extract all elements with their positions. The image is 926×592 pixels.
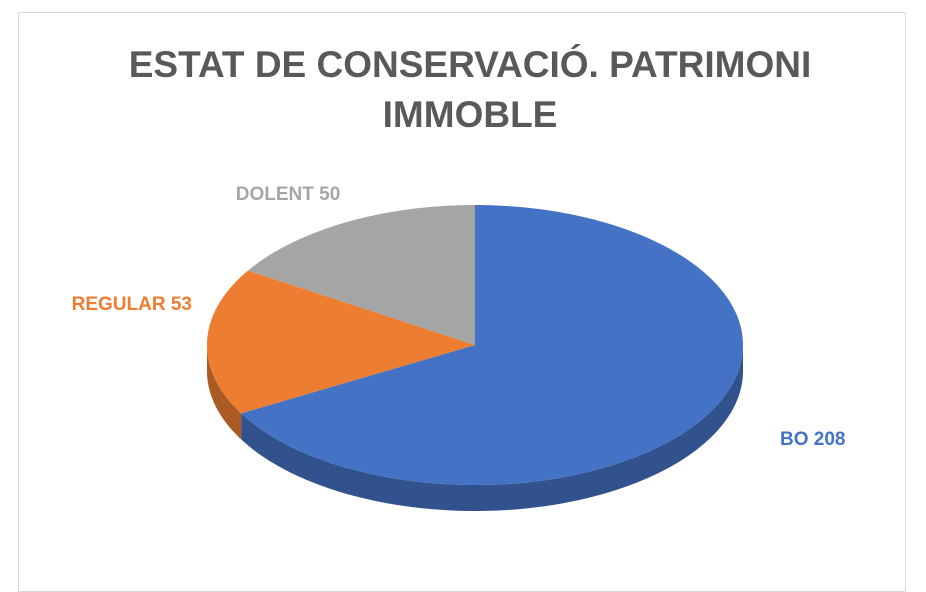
pie-slice [207,270,475,440]
slice-top [241,205,743,485]
data-label: DOLENT 50 [236,184,341,205]
slice-top [207,270,475,414]
label-value: 208 [814,429,846,450]
label-value: 53 [171,294,192,315]
chart-title: ESTAT DE CONSERVACIÓ. PATRIMONI IMMOBLE [128,44,812,135]
data-label: REGULAR 53 [72,294,192,315]
page: {"chart_data": {"type": "pie", "title": … [18,12,906,592]
label-category: BO [780,429,809,450]
label-category: DOLENT [236,184,315,205]
slice-side [241,345,744,511]
label-value: 50 [319,184,340,205]
data-label: BO 208 [780,429,845,450]
slice-top [248,205,475,345]
chart: BO 208 REGULAR 53 DOLENT 50 [72,184,845,511]
slice-side [207,345,242,440]
pie-slice [248,205,475,345]
label-category: REGULAR [72,294,166,315]
pie-slice [241,205,744,511]
